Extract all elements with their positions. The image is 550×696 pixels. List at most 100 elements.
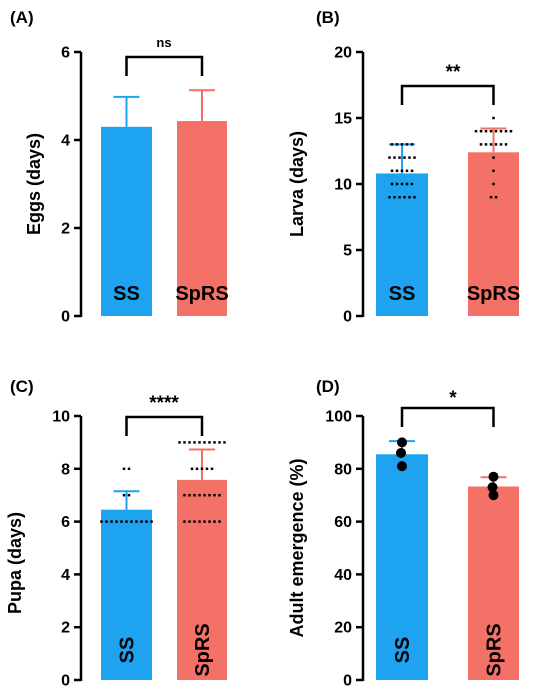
panel-c-data-point: [210, 467, 214, 471]
panel-b-data-point: [395, 143, 399, 146]
panel-a-bar-sprs: [177, 121, 227, 316]
panel-c-data-point: [145, 520, 148, 523]
panel-d-marks: 0 20 40 60 80 100 SS SpRS: [325, 406, 519, 690]
panel-a-marks: 0 2 4 6 SS SpRS: [61, 45, 229, 326]
panel-b-data-point: [405, 169, 409, 173]
panel-c-data-point: [195, 467, 199, 471]
panel-c-data-point: [150, 520, 153, 523]
panel-b-data-point: [395, 169, 399, 173]
panel-c-y-tick-label: 6: [61, 514, 70, 531]
panel-c-data-point: [183, 493, 186, 497]
panel-c-data-point: [188, 493, 191, 497]
panel-c-label: (C): [10, 377, 34, 396]
panel-c-marks: 0 2 4 6 8 10 SS SpRS: [52, 409, 227, 690]
panel-d-category-label-ss: SS: [392, 637, 414, 664]
panel-b-data-point: [388, 156, 391, 159]
panel-b-data-point: [400, 143, 404, 146]
panel-b-y-tick-label: 15: [334, 111, 352, 128]
panel-c-data-point: [188, 520, 191, 523]
panel-c-data-point: [100, 520, 103, 523]
panel-c-data-point: [140, 520, 143, 523]
panel-b-data-point: [494, 129, 498, 133]
panel-c-data-point: [130, 520, 133, 523]
panel-b-data-point: [393, 156, 396, 159]
panel-b-data-point: [410, 143, 414, 146]
panel-b-category-label-ss: SS: [389, 283, 416, 305]
panel-b-data-point: [474, 129, 478, 133]
panel-c-data-point: [178, 441, 181, 444]
panel-d-y-tick-label: 60: [334, 514, 352, 531]
chart-marks: 0 2 4 6 SS SpRS 0 5 10 15 20 SS SpRS 0 2 4 6 8 10 SS SpRS 0 20…: [52, 45, 520, 690]
panel-d: (D) Adult emergence (%) *: [287, 377, 457, 681]
panel-c-data-point: [208, 493, 211, 497]
panel-b-data-point: [484, 143, 488, 146]
panel-c-bar-ss: [101, 509, 152, 680]
panel-c-category-label-sprs: SpRS: [192, 623, 214, 676]
panel-b: (B) Larva (days) **: [287, 8, 461, 317]
panel-b-data-point: [390, 182, 394, 186]
panel-b-data-point: [410, 182, 414, 186]
panel-c-data-point: [190, 467, 194, 471]
panel-b-y-tick-label: 10: [334, 177, 352, 194]
panel-c-data-point: [218, 493, 221, 497]
panel-c-data-point: [120, 520, 123, 523]
panel-b-data-point: [393, 195, 396, 199]
panel-c-data-point: [200, 467, 204, 471]
panel-b-data-point: [489, 129, 493, 133]
panel-d-y-tick-label: 80: [334, 461, 352, 478]
panel-d-data-point: [396, 447, 406, 458]
panel-b-data-point: [492, 116, 495, 120]
panel-d-significance-bracket: [400, 406, 495, 427]
panel-b-data-point: [400, 182, 404, 186]
panel-b-data-point: [492, 156, 495, 159]
panel-d-significance: *: [449, 388, 457, 409]
panel-b-data-point: [390, 169, 394, 173]
panel-b-data-point: [403, 156, 406, 159]
panel-b-data-point: [413, 195, 416, 199]
panel-b-data-point: [492, 182, 495, 186]
panel-b-data-point: [405, 182, 409, 186]
panel-c-category-label-ss: SS: [117, 637, 139, 664]
panel-d-bar-sprs: [468, 486, 519, 680]
panel-c-data-point: [183, 520, 186, 523]
panel-c-data-point: [198, 520, 201, 523]
panel-d-label: (D): [316, 377, 340, 396]
panel-d-data-point: [487, 482, 498, 493]
panel-c-y-tick-label: 0: [61, 673, 70, 690]
panel-b-data-point: [489, 143, 493, 146]
panel-c-data-point: [122, 467, 126, 471]
panel-a-y-tick-label: 6: [61, 45, 70, 62]
panel-c-significance: ****: [149, 393, 179, 414]
panel-b-data-point: [403, 195, 406, 199]
panel-b-data-point: [479, 143, 483, 146]
panel-c-y-tick-label: 10: [52, 409, 70, 426]
panel-c-data-point: [213, 520, 216, 523]
panel-b-data-point: [395, 182, 399, 186]
panel-c-data-point: [203, 441, 206, 444]
panel-c-y-tick-label: 2: [61, 620, 70, 637]
panel-a-category-label-sprs: SpRS: [175, 283, 228, 305]
panel-d-y-tick-label: 40: [334, 567, 352, 584]
panel-c-data-point: [193, 441, 196, 444]
panel-c-data-point: [208, 520, 211, 523]
panel-d-y-axis-label: Adult emergence (%): [287, 458, 307, 637]
panel-c-data-point: [188, 441, 191, 444]
panel-c-data-point: [110, 520, 113, 523]
panel-b-data-point: [398, 195, 401, 199]
panel-d-data-point: [397, 461, 407, 472]
panel-b-data-point: [504, 143, 508, 146]
panel-b-data-point: [509, 129, 513, 133]
panel-b-label: (B): [316, 8, 340, 27]
panel-c-data-point: [135, 520, 138, 523]
panel-d-y-tick-label: 100: [325, 409, 352, 426]
panel-c-data-point: [198, 441, 201, 444]
panel-c-data-point: [205, 467, 209, 471]
panel-d-y-tick-label: 20: [334, 620, 352, 637]
panel-b-data-point: [492, 169, 495, 173]
panel-b-marks: 0 5 10 15 20 SS SpRS: [334, 45, 520, 326]
panel-c-data-point: [203, 493, 206, 497]
panel-c-data-point: [193, 493, 196, 497]
panel-c-data-point: [115, 520, 118, 523]
panel-a-significance-bracket: [125, 55, 204, 76]
